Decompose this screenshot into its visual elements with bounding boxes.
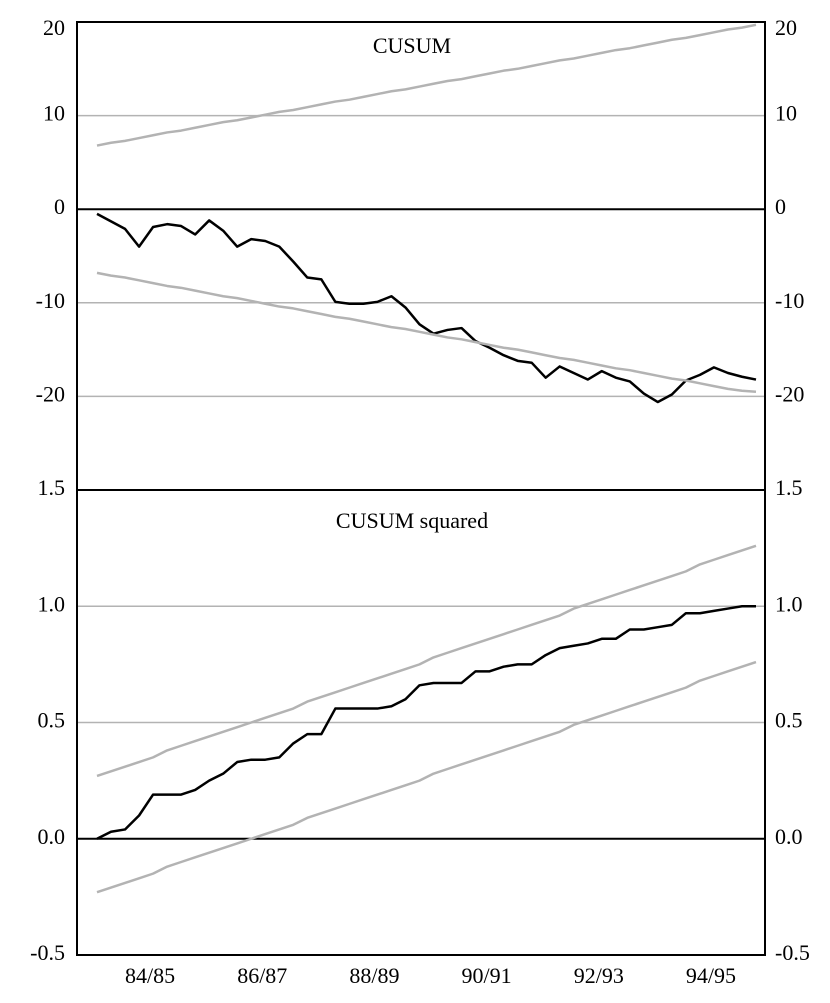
x-tick-label: 90/91 [462,963,512,988]
y2-tick-label: 0.0 [775,824,803,849]
x-tick-label: 94/95 [686,963,736,988]
y2-tick-label: 20 [775,15,797,40]
y2-tick-label: 1.0 [775,591,803,616]
y2-tick-label: -20 [775,381,804,406]
grid-layer [77,114,765,840]
panel-title: CUSUM squared [336,508,488,533]
x-tick-label: 86/87 [237,963,287,988]
x-tick-label: 84/85 [125,963,175,988]
y-tick-label: 0.5 [38,708,66,733]
y2-tick-label: -10 [775,288,804,313]
line-layer [96,23,757,894]
series-line [96,23,757,147]
series-line [96,544,757,778]
y2-tick-label: 1.5 [775,475,803,500]
y2-tick-label: -0.5 [775,940,810,965]
panel-title: CUSUM [373,33,451,58]
frame [76,21,766,956]
y-tick-label: -10 [36,288,65,313]
y-tick-label: -0.5 [30,940,65,965]
series-line [96,660,757,894]
y-tick-label: 10 [43,101,65,126]
series-line [96,271,757,393]
x-tick-label: 88/89 [349,963,399,988]
x-tick-label: 92/93 [574,963,624,988]
plot-frame [76,21,766,956]
series-line [96,212,757,404]
y-tick-label: 1.5 [38,475,66,500]
y2-tick-label: 0.5 [775,708,803,733]
y-tick-label: 0 [54,194,65,219]
y-tick-label: -20 [36,381,65,406]
series-line [96,605,756,840]
y2-tick-label: 0 [775,194,786,219]
y2-tick-label: 10 [775,101,797,126]
y-tick-label: 1.0 [38,591,66,616]
y-tick-label: 0.0 [38,824,66,849]
y-tick-label: 20 [43,15,65,40]
